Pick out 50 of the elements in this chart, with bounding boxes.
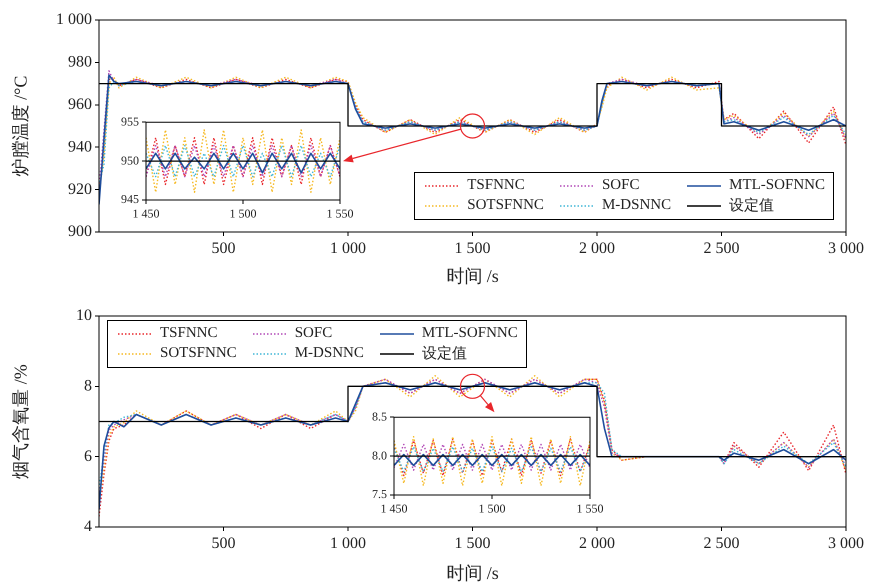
y-tick-label: 960	[68, 96, 92, 114]
y-tick-label: 8.0	[372, 448, 387, 462]
x-tick-label: 1 550	[326, 206, 354, 220]
y-axis-title: 炉膛温度 /°C	[10, 76, 31, 176]
y-tick-label: 6	[84, 448, 92, 465]
x-tick-label: 2 000	[579, 240, 615, 257]
y-tick-label: 1 000	[56, 11, 92, 28]
x-tick-label: 500	[212, 240, 236, 257]
x-tick-label: 2 500	[704, 534, 740, 552]
x-tick-label: 1 500	[454, 240, 490, 257]
legend-label: 设定值	[729, 196, 774, 215]
x-tick-label: 1 000	[330, 240, 366, 257]
y-tick-label: 4	[84, 518, 92, 536]
legend-label: 设定值	[422, 344, 467, 363]
x-tick-label: 1 450	[132, 206, 160, 220]
y-tick-label: 955	[121, 114, 139, 128]
x-tick-label: 3 000	[828, 534, 864, 552]
y-tick-label: 8.5	[372, 409, 387, 424]
x-tick-label: 3 000	[828, 240, 864, 257]
x-tick-label: 1 500	[230, 206, 256, 220]
x-tick-label: 1 000	[330, 534, 366, 552]
legend-label: SOTSFNNC	[467, 197, 544, 214]
legend-label: MTL-SOFNNC	[422, 325, 518, 342]
y-tick-label: 900	[68, 223, 92, 240]
y-tick-label: 8	[84, 378, 92, 395]
legend-label: TSFNNC	[160, 325, 218, 342]
x-tick-label: 1 450	[380, 501, 408, 516]
x-tick-label: 2 500	[704, 240, 740, 257]
y-tick-label: 945	[121, 192, 139, 206]
x-axis-title: 时间 /s	[446, 266, 499, 286]
y-axis-title: 烟气含氧量 /%	[10, 364, 31, 479]
legend-label: M-DSNNC	[294, 345, 364, 362]
legend-label: SOFC	[294, 325, 332, 342]
y-tick-label: 940	[68, 138, 92, 156]
x-tick-label: 1 500	[454, 534, 490, 552]
legend-label: TSFNNC	[467, 177, 525, 194]
y-tick-label: 920	[68, 180, 92, 198]
y-tick-label: 7.5	[372, 487, 387, 502]
x-tick-label: 500	[212, 534, 236, 552]
legend-label: SOFC	[602, 177, 640, 194]
x-tick-label: 1 500	[478, 501, 506, 516]
y-tick-label: 950	[121, 153, 139, 168]
y-tick-label: 980	[68, 54, 92, 71]
x-tick-label: 1 550	[576, 501, 604, 516]
y-tick-label: 10	[76, 307, 92, 324]
legend-label: M-DSNNC	[602, 197, 672, 214]
x-tick-label: 2 000	[579, 534, 615, 552]
legend-label: MTL-SOFNNC	[729, 177, 825, 194]
x-axis-title: 时间 /s	[446, 562, 499, 583]
legend-label: SOTSFNNC	[160, 345, 237, 362]
